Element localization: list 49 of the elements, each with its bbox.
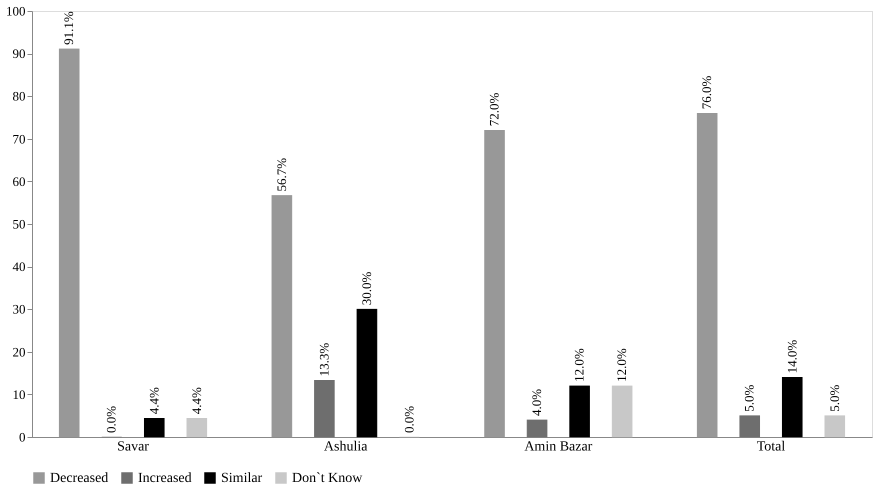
y-tick-label: 10: [12, 386, 26, 402]
y-tick-label: 70: [12, 131, 26, 146]
data-label: 0.0%: [104, 406, 119, 433]
bar: [612, 386, 632, 438]
data-label: 4.0%: [529, 388, 544, 416]
data-label: 14.0%: [784, 340, 800, 374]
bar: [356, 308, 378, 438]
legend-label: Decreased: [50, 471, 108, 486]
y-tick-label: 0: [19, 430, 26, 444]
bar: [314, 380, 335, 438]
bar: [824, 415, 846, 438]
y-tick-label: 20: [12, 344, 26, 360]
bar: [696, 112, 718, 438]
bar: [782, 377, 803, 438]
x-tick-label: Total: [756, 440, 786, 454]
y-tick-label: 90: [12, 46, 26, 62]
legend-label: Don`t Know: [292, 471, 364, 486]
data-label: 91.1%: [61, 11, 76, 45]
y-tick-label: 40: [12, 259, 26, 274]
legend-label: Similar: [221, 471, 263, 486]
data-label: 4.4%: [188, 387, 204, 414]
bar: [144, 418, 165, 438]
data-label: 5.0%: [742, 384, 757, 412]
bar: [484, 130, 505, 438]
y-tick-label: 60: [12, 174, 26, 189]
data-label: 30.0%: [358, 271, 374, 306]
y-tick-label: 30: [12, 302, 26, 317]
y-tick-label: 100: [6, 4, 26, 18]
data-label: 0.0%: [401, 406, 416, 433]
data-label: 56.7%: [274, 158, 289, 192]
data-label: 12.0%: [572, 348, 587, 382]
x-tick-label: Savar: [117, 440, 150, 454]
bar: [58, 48, 80, 438]
x-tick-label: Amin Bazar: [524, 440, 593, 454]
data-label: 4.4%: [146, 387, 162, 414]
y-tick-label: 50: [12, 216, 26, 232]
bar: [272, 195, 292, 438]
data-label: 12.0%: [614, 348, 630, 382]
data-label: 76.0%: [699, 75, 714, 110]
data-label: 13.3%: [316, 342, 332, 376]
bar: [569, 386, 590, 438]
bar: [526, 420, 548, 438]
legend-label: Increased: [138, 471, 192, 486]
bar: [739, 415, 760, 438]
x-tick-label: Ashulia: [324, 440, 368, 454]
data-label: 5.0%: [826, 384, 842, 412]
data-label: 72.0%: [486, 92, 502, 126]
bar: [186, 418, 208, 438]
y-tick-label: 80: [12, 88, 26, 104]
